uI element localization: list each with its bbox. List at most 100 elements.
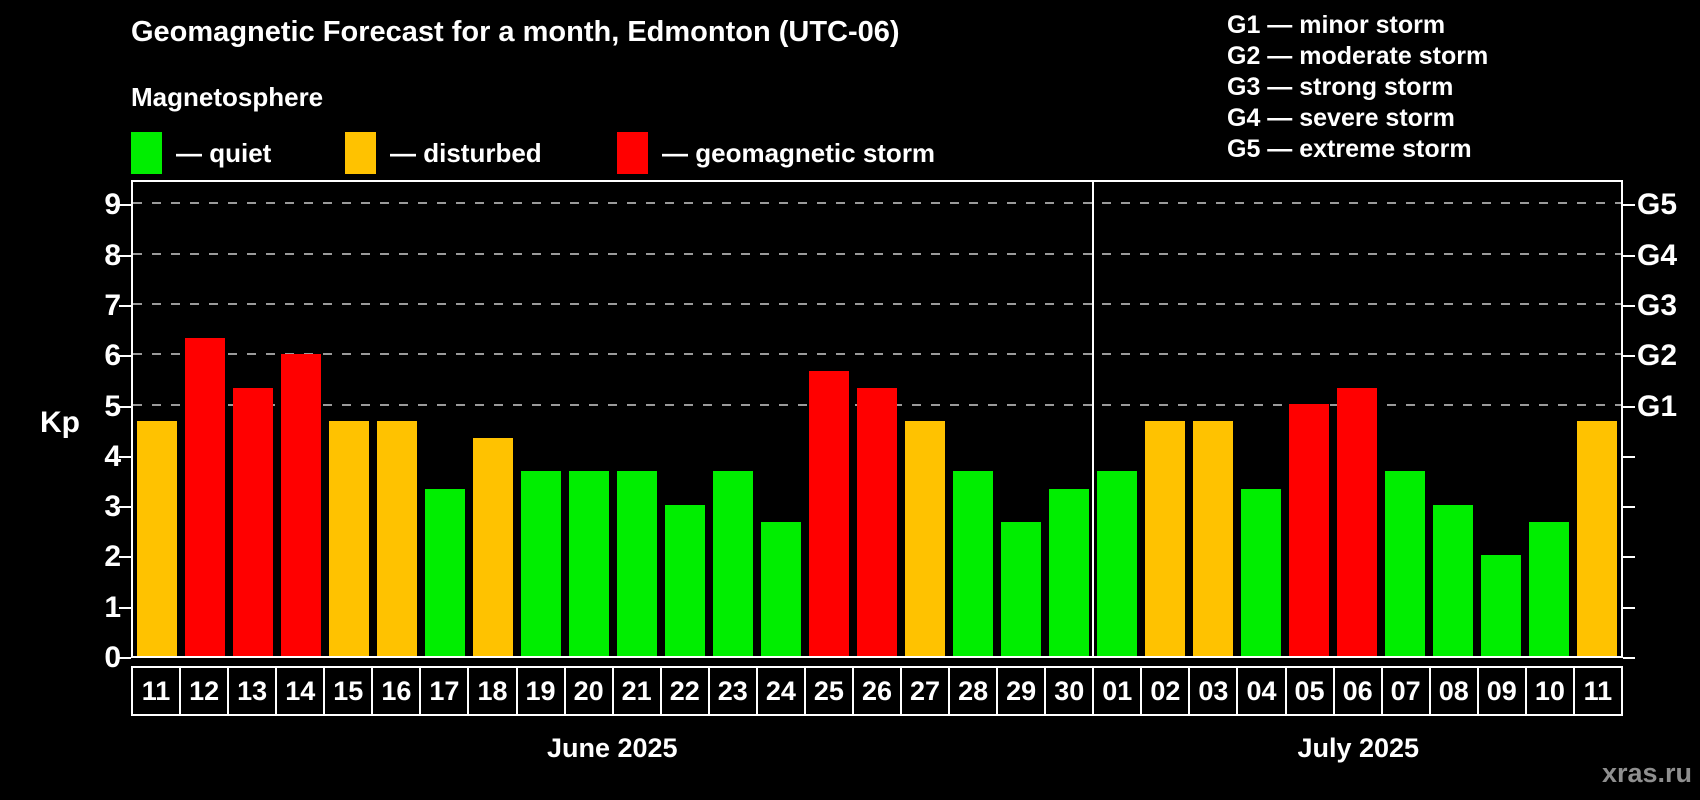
g-legend-line-g2: G2 — moderate storm	[1227, 42, 1489, 70]
right-tick-0	[1623, 657, 1635, 659]
right-tick-2	[1623, 556, 1635, 559]
bar-slot-18	[469, 182, 517, 656]
bars-container	[133, 182, 1621, 656]
kp-bar-day-17	[425, 489, 465, 656]
y-axis-label-2: 2	[104, 540, 121, 574]
bar-slot-28	[949, 182, 997, 656]
month-labels-row: June 2025 July 2025	[131, 733, 1623, 767]
g-legend-line-g1: G1 — minor storm	[1227, 11, 1446, 39]
day-label-22: 22	[659, 668, 708, 714]
bar-slot-08	[1429, 182, 1477, 656]
right-tick-4	[1623, 455, 1635, 458]
right-axis-label-g1: G1	[1637, 389, 1678, 423]
gridline-kp-6	[133, 353, 1621, 356]
y-axis-label-3: 3	[104, 490, 121, 524]
bar-slot-11	[133, 182, 181, 656]
right-tick-8	[1623, 254, 1635, 257]
quiet-swatch-icon	[131, 132, 162, 174]
legend-label-quiet: — quiet	[176, 137, 272, 168]
day-label-08: 08	[1428, 668, 1477, 714]
bar-slot-29	[997, 182, 1045, 656]
day-label-07: 07	[1380, 668, 1429, 714]
y-axis-label-6: 6	[104, 339, 121, 373]
day-label-29: 29	[996, 668, 1044, 714]
day-label-28: 28	[948, 668, 996, 714]
legend-label-disturbed: — disturbed	[390, 137, 542, 168]
bar-slot-15	[325, 182, 373, 656]
bar-slot-25	[805, 182, 853, 656]
kp-bar-day-09	[1481, 555, 1521, 656]
g-legend-line-g3: G3 — strong storm	[1227, 73, 1454, 101]
day-label-11: 11	[1572, 668, 1621, 714]
day-label-11: 11	[141, 675, 171, 706]
kp-bar-day-29	[1001, 522, 1041, 656]
day-label-23: 23	[707, 668, 756, 714]
month-separator-line	[1092, 182, 1094, 656]
kp-bar-day-03	[1193, 421, 1233, 656]
gridline-kp-9	[133, 202, 1621, 205]
bar-slot-30	[1045, 182, 1093, 656]
bar-slot-16	[373, 182, 421, 656]
kp-bar-day-10	[1529, 522, 1569, 656]
day-label-17: 17	[419, 668, 467, 714]
right-axis-label-g4: G4	[1637, 238, 1678, 272]
right-axis-label-g3: G3	[1637, 288, 1678, 322]
left-tick-5	[119, 405, 131, 408]
right-tick-1	[1623, 606, 1635, 609]
bar-slot-07	[1381, 182, 1429, 656]
y-axis-label-7: 7	[104, 288, 121, 322]
bar-slot-26	[853, 182, 901, 656]
kp-bar-day-24	[761, 522, 801, 656]
bar-slot-05	[1285, 182, 1333, 656]
right-tick-7	[1623, 304, 1635, 307]
x-axis-day-labels: 11 12 13 14 15 16 17 18 19 20 21 22 23 24 25 26 27 28 29 30…	[131, 666, 1623, 716]
month-label-june: June 2025	[546, 733, 678, 763]
left-tick-1	[119, 606, 131, 609]
bar-slot-22	[661, 182, 709, 656]
y-axis-label-4: 4	[104, 439, 121, 473]
day-label-19: 19	[515, 668, 564, 714]
bar-slot-03	[1189, 182, 1237, 656]
y-axis-label-0: 0	[104, 641, 121, 674]
right-tick-9	[1623, 204, 1635, 207]
bar-slot-11	[1573, 182, 1621, 656]
kp-bar-day-13	[233, 388, 273, 656]
bar-slot-12	[181, 182, 229, 656]
kp-bar-day-18	[473, 438, 513, 656]
left-tick-4	[119, 455, 131, 458]
watermark: xras.ru	[1601, 758, 1692, 788]
day-label-25: 25	[803, 668, 852, 714]
day-label-27: 27	[900, 668, 948, 714]
day-label-21: 21	[611, 668, 660, 714]
day-label-14: 14	[275, 668, 323, 714]
day-label-26: 26	[851, 668, 900, 714]
bar-slot-01	[1093, 182, 1141, 656]
bar-slot-13	[229, 182, 277, 656]
storm-swatch-icon	[617, 132, 648, 174]
left-tick-0	[119, 657, 131, 659]
legend-label-storm: — geomagnetic storm	[662, 137, 936, 168]
kp-bar-day-16	[377, 421, 417, 656]
right-tick-5	[1623, 405, 1635, 408]
bar-slot-14	[277, 182, 325, 656]
month-label-july: July 2025	[1297, 733, 1420, 763]
kp-bar-day-14	[281, 354, 321, 656]
day-label-30: 30	[1044, 668, 1092, 714]
page-title: Geomagnetic Forecast for a month, Edmont…	[131, 16, 900, 48]
left-tick-6	[119, 355, 131, 358]
gridline-kp-8	[133, 252, 1621, 255]
plot-area: 0 1 2 3 4 5 G1 6 G2 7 G3 8 G4 9 G5	[104, 180, 1677, 674]
kp-bar-day-11	[1577, 421, 1617, 656]
day-label-13: 13	[227, 668, 275, 714]
y-axis-title-kp: Kp	[40, 406, 80, 439]
disturbed-swatch-icon	[345, 132, 376, 174]
kp-bar-day-11	[137, 421, 177, 656]
legend-item-quiet: — quiet	[131, 132, 271, 174]
kp-bar-day-23	[713, 471, 753, 656]
bar-slot-20	[565, 182, 613, 656]
kp-bar-day-20	[569, 471, 609, 656]
kp-bar-day-26	[857, 388, 897, 656]
day-label-15: 15	[323, 668, 371, 714]
right-axis-label-g2: G2	[1637, 339, 1678, 373]
